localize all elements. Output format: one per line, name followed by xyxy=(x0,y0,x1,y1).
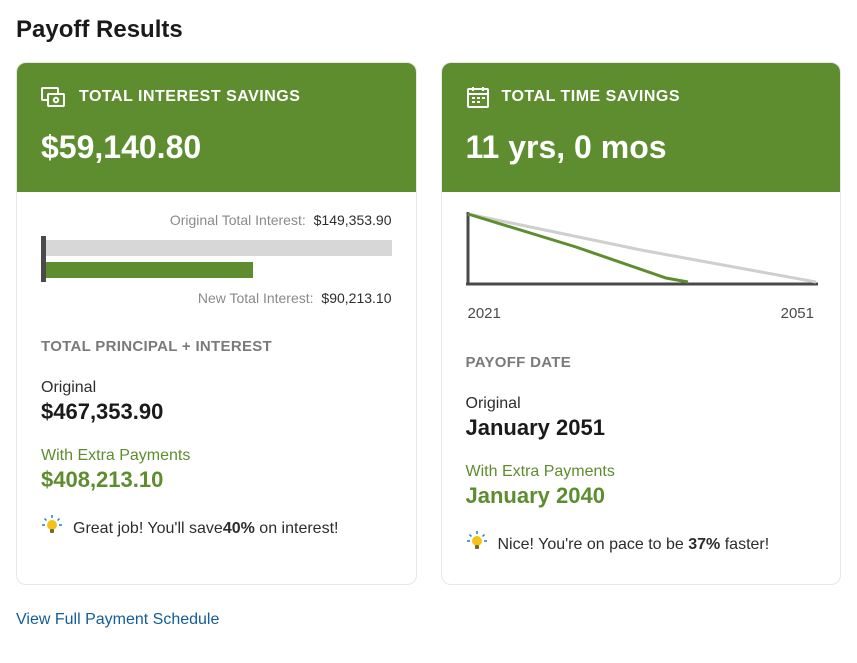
original-interest-row: Original Total Interest: $149,353.90 xyxy=(41,212,392,228)
view-schedule-link[interactable]: View Full Payment Schedule xyxy=(16,611,219,629)
pi-original-value: $467,353.90 xyxy=(41,399,392,425)
time-card-header: TOTAL TIME SAVINGS 11 yrs, 0 mos xyxy=(442,63,841,192)
calendar-icon xyxy=(466,85,490,109)
chart-x-start: 2021 xyxy=(468,305,501,322)
interest-bar-chart xyxy=(41,236,392,282)
time-tip-row: Nice! You're on pace to be 37% faster! xyxy=(466,531,817,558)
original-interest-label: Original Total Interest: xyxy=(170,212,306,228)
time-header-value: 11 yrs, 0 mos xyxy=(466,129,817,166)
interest-tip-row: Great job! You'll save40% on interest! xyxy=(41,515,392,542)
page-title: Payoff Results xyxy=(16,16,841,44)
lightbulb-icon xyxy=(466,531,488,558)
new-interest-value: $90,213.10 xyxy=(321,290,391,306)
time-tip-text: Nice! You're on pace to be 37% faster! xyxy=(498,536,770,554)
interest-header-value: $59,140.80 xyxy=(41,129,392,166)
interest-header-label: TOTAL INTEREST SAVINGS xyxy=(79,88,300,106)
interest-card-body: Original Total Interest: $149,353.90 New… xyxy=(17,192,416,568)
chart-axis-labels: 2021 2051 xyxy=(466,299,817,322)
payoff-date-label: PAYOFF DATE xyxy=(466,354,817,371)
total-pi-label: TOTAL PRINCIPAL + INTEREST xyxy=(41,338,392,355)
lightbulb-icon xyxy=(41,515,63,542)
interest-savings-card: TOTAL INTEREST SAVINGS $59,140.80 Origin… xyxy=(16,62,417,585)
original-interest-bar xyxy=(46,240,392,256)
payoff-chart xyxy=(466,212,817,291)
payoff-extra-label: With Extra Payments xyxy=(466,463,817,481)
money-icon xyxy=(41,85,67,109)
payoff-extra-value: January 2040 xyxy=(466,483,817,509)
pi-original-label: Original xyxy=(41,379,392,397)
pi-extra-label: With Extra Payments xyxy=(41,447,392,465)
new-interest-bar xyxy=(46,262,253,278)
new-interest-label: New Total Interest: xyxy=(198,290,314,306)
interest-tip-text: Great job! You'll save40% on interest! xyxy=(73,520,338,538)
pi-extra-value: $408,213.10 xyxy=(41,467,392,493)
cards-row: TOTAL INTEREST SAVINGS $59,140.80 Origin… xyxy=(16,62,841,585)
time-card-body: 2021 2051 PAYOFF DATE Original January 2… xyxy=(442,192,841,584)
chart-x-end: 2051 xyxy=(781,305,814,322)
interest-card-header: TOTAL INTEREST SAVINGS $59,140.80 xyxy=(17,63,416,192)
payoff-original-label: Original xyxy=(466,395,817,413)
time-header-label: TOTAL TIME SAVINGS xyxy=(502,88,681,106)
payoff-original-value: January 2051 xyxy=(466,415,817,441)
original-interest-value: $149,353.90 xyxy=(314,212,392,228)
new-interest-row: New Total Interest: $90,213.10 xyxy=(41,290,392,306)
time-savings-card: TOTAL TIME SAVINGS 11 yrs, 0 mos 2021 20… xyxy=(441,62,842,585)
